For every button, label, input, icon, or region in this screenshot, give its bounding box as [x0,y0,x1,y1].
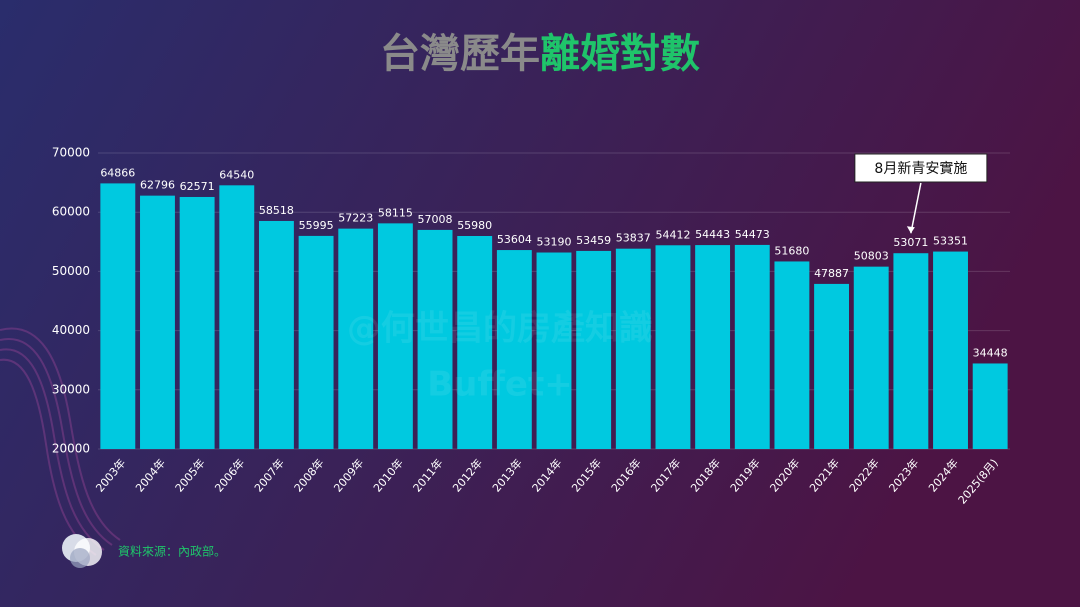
value-label: 62571 [180,180,215,193]
value-label: 54473 [735,228,770,241]
bar [774,261,810,449]
value-label: 53071 [893,236,928,249]
value-label: 55980 [457,219,492,232]
y-tick-label: 50000 [52,264,90,278]
value-label: 57223 [338,212,373,225]
annotation-box [854,153,988,183]
bar [496,250,532,449]
bar [219,185,255,450]
value-label: 57008 [418,213,453,226]
bar [576,250,612,449]
value-label: 58518 [259,204,294,217]
value-label: 53190 [537,236,572,249]
title-part: 離婚對數 [540,31,700,77]
bar [893,253,929,449]
value-label: 51680 [774,244,809,257]
source: 資料來源：內政部。 [118,544,226,559]
plot: 2000030000400005000060000700002003年64866… [52,146,1010,507]
annotation-arrowhead [906,226,915,234]
bar [179,196,215,449]
annotation-arrow [910,182,922,234]
bar [100,183,136,449]
bar [933,251,968,449]
y-tick-label: 40000 [52,323,90,337]
y-tick-label: 60000 [52,205,90,219]
value-label: 55995 [299,219,334,232]
value-label: 62796 [140,179,175,192]
chart-title: 台灣歷年離婚對數 [380,31,700,77]
value-label: 54412 [655,228,690,241]
bar [615,248,651,449]
value-label: 53604 [497,233,532,246]
value-label: 53459 [576,234,611,247]
value-label: 47887 [814,267,849,280]
bar [258,220,294,449]
bar [338,228,374,449]
value-label: 64540 [219,168,254,181]
value-label: 54443 [695,228,730,241]
annotation: 8月新青安實施 [874,160,967,177]
bar [417,229,453,449]
bar [655,245,691,449]
watermark: @何世昌的房產知識 [347,309,653,349]
bar [734,244,770,449]
bar [536,252,572,449]
bar [140,195,175,449]
value-label: 50803 [854,250,889,263]
watermark: Buffet+ [427,365,572,405]
bar [298,235,334,449]
bar [457,235,493,449]
logo [62,534,102,568]
y-tick-label: 20000 [52,442,90,456]
bar [972,363,1008,449]
y-tick-label: 30000 [52,382,90,396]
value-label: 53351 [933,235,968,248]
bar [377,223,413,449]
value-label: 53837 [616,232,651,245]
bar [695,245,731,449]
value-label: 58115 [378,206,413,219]
title-part: 台灣歷年 [380,31,540,77]
value-label: 34448 [973,346,1008,359]
y-tick-label: 70000 [52,146,90,160]
bar [814,283,850,449]
bar [853,266,889,449]
decoration [0,327,121,556]
value-label: 64866 [100,166,135,179]
